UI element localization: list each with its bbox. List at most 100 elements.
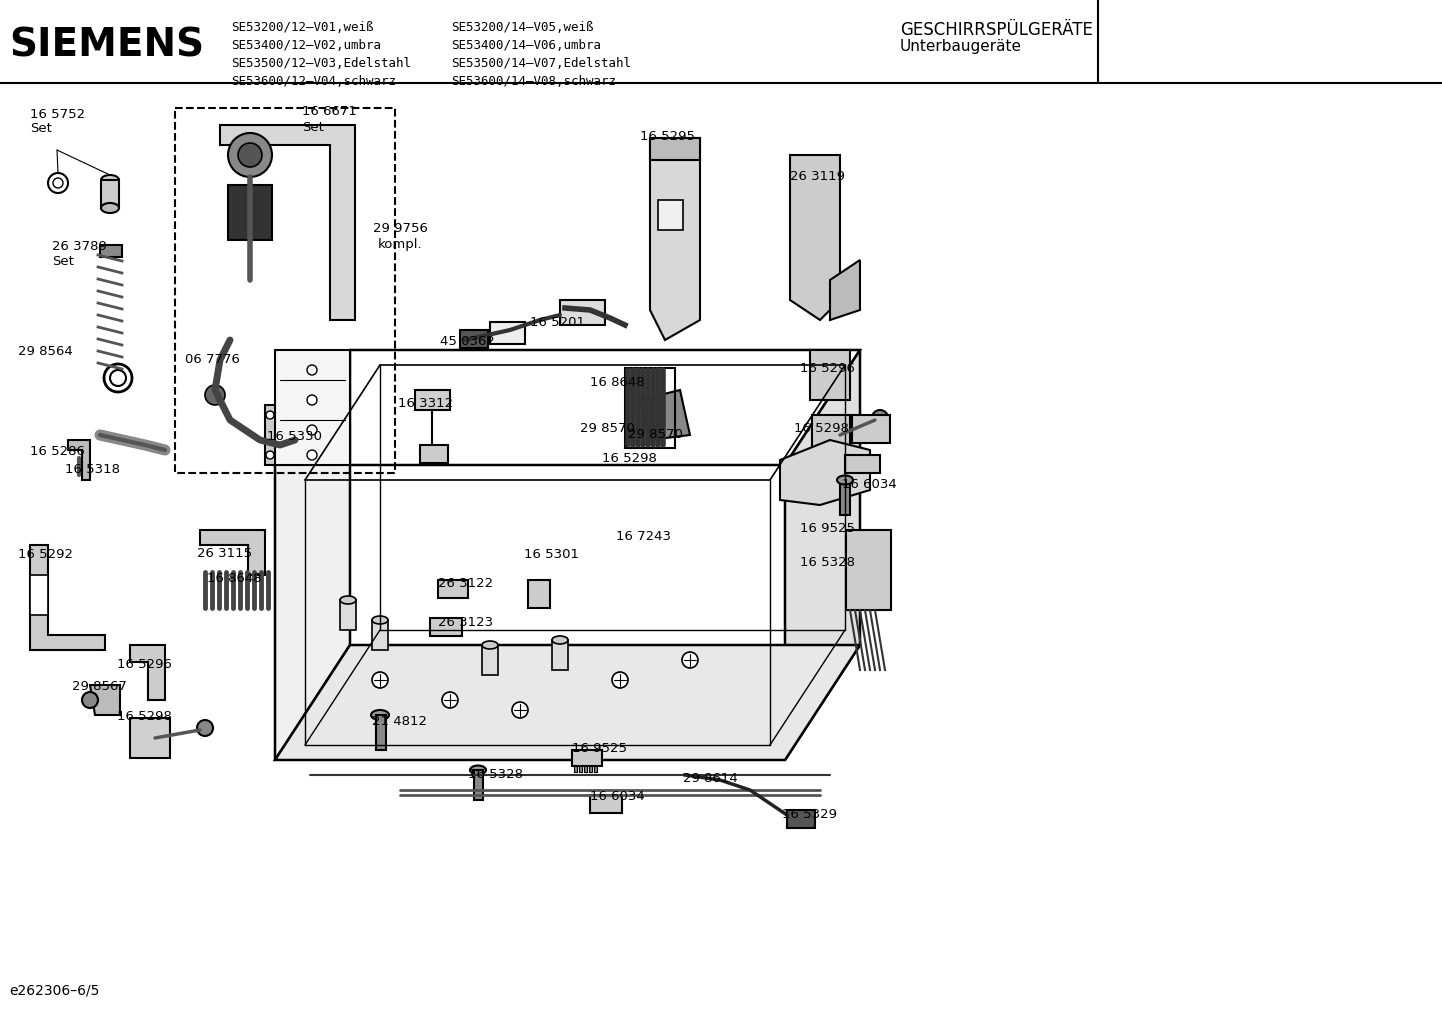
Ellipse shape (101, 203, 120, 213)
Text: 16 5292: 16 5292 (17, 548, 74, 561)
Bar (528, 580, 549, 608)
Text: 16 5328: 16 5328 (469, 768, 523, 781)
Text: SE53600/14–V08,schwarz: SE53600/14–V08,schwarz (451, 75, 616, 88)
Bar (658, 200, 684, 230)
Polygon shape (30, 545, 105, 650)
Circle shape (205, 385, 225, 405)
Text: 16 3312: 16 3312 (398, 397, 453, 410)
Text: kompl.: kompl. (378, 238, 423, 251)
Text: 29 8567: 29 8567 (72, 680, 127, 693)
Polygon shape (130, 645, 164, 700)
Bar (580, 766, 583, 772)
Text: 26 3789: 26 3789 (52, 240, 107, 253)
Bar (594, 766, 597, 772)
Text: 16 5298: 16 5298 (795, 422, 849, 435)
Bar (228, 185, 273, 240)
Text: 16 5318: 16 5318 (65, 463, 120, 476)
Text: 45 0362: 45 0362 (440, 335, 495, 348)
Bar (30, 575, 48, 615)
Bar (552, 640, 568, 671)
Circle shape (512, 702, 528, 718)
Polygon shape (810, 350, 849, 400)
Polygon shape (831, 260, 859, 320)
Circle shape (265, 451, 274, 459)
Ellipse shape (101, 175, 120, 185)
Bar (572, 750, 601, 766)
Text: 26 3119: 26 3119 (790, 170, 845, 183)
Bar (588, 766, 593, 772)
Bar (852, 415, 890, 443)
Text: 16 8648: 16 8648 (208, 572, 261, 585)
Circle shape (872, 410, 888, 426)
Circle shape (307, 365, 317, 375)
Circle shape (307, 450, 317, 460)
Ellipse shape (836, 476, 854, 484)
Circle shape (265, 411, 274, 419)
Bar (787, 810, 815, 828)
Ellipse shape (372, 616, 388, 624)
Text: 16 9525: 16 9525 (800, 522, 855, 535)
Circle shape (307, 395, 317, 405)
Polygon shape (275, 350, 350, 465)
Text: 29 8570: 29 8570 (629, 428, 684, 441)
Text: SIEMENS: SIEMENS (9, 26, 205, 64)
Text: 06 7776: 06 7776 (185, 353, 239, 366)
Polygon shape (640, 390, 691, 440)
Text: 16 5298: 16 5298 (601, 452, 658, 465)
Bar (482, 645, 497, 675)
Circle shape (53, 178, 63, 187)
Circle shape (82, 692, 98, 708)
Text: e262306–6/5: e262306–6/5 (9, 984, 99, 998)
Text: 16 5298: 16 5298 (117, 710, 172, 723)
Text: 16 5329: 16 5329 (782, 808, 836, 821)
Ellipse shape (552, 636, 568, 644)
Text: SE53600/12–V04,schwarz: SE53600/12–V04,schwarz (231, 75, 397, 88)
Text: 16 5328: 16 5328 (800, 556, 855, 569)
Circle shape (332, 411, 339, 419)
Text: GESCHIRRSPÜLGERÄTE: GESCHIRRSPÜLGERÄTE (900, 21, 1093, 39)
Circle shape (443, 692, 459, 708)
Bar (474, 770, 483, 800)
Ellipse shape (470, 765, 486, 774)
Polygon shape (780, 440, 870, 505)
Bar (420, 445, 448, 463)
Circle shape (372, 672, 388, 688)
Polygon shape (784, 350, 859, 760)
Bar (430, 618, 461, 636)
Text: 26 3123: 26 3123 (438, 616, 493, 629)
Text: 16 7243: 16 7243 (616, 530, 671, 543)
Text: SE53500/14–V07,Edelstahl: SE53500/14–V07,Edelstahl (451, 57, 632, 70)
Text: 16 5752: 16 5752 (30, 108, 85, 121)
Ellipse shape (482, 641, 497, 649)
Text: Set: Set (30, 122, 52, 135)
Text: SE53500/12–V03,Edelstahl: SE53500/12–V03,Edelstahl (231, 57, 411, 70)
Text: 16 5330: 16 5330 (267, 430, 322, 443)
Text: 29 8564: 29 8564 (17, 345, 72, 358)
Polygon shape (790, 155, 841, 320)
Bar (372, 620, 388, 650)
Polygon shape (650, 138, 699, 340)
Bar (265, 405, 345, 465)
Bar (841, 480, 849, 515)
Circle shape (228, 133, 273, 177)
Text: SE53400/14–V06,umbra: SE53400/14–V06,umbra (451, 39, 601, 52)
Text: Unterbaugeräte: Unterbaugeräte (900, 39, 1022, 54)
Circle shape (611, 672, 629, 688)
Ellipse shape (371, 710, 389, 720)
Text: 16 5201: 16 5201 (531, 316, 585, 329)
Bar (624, 368, 675, 448)
Text: SE53400/12–V02,umbra: SE53400/12–V02,umbra (231, 39, 381, 52)
Ellipse shape (340, 596, 356, 604)
Ellipse shape (310, 382, 319, 387)
Polygon shape (812, 415, 849, 455)
Text: 26 3115: 26 3115 (198, 547, 252, 560)
Text: 16 5296: 16 5296 (117, 658, 172, 671)
Text: 16 6034: 16 6034 (590, 790, 645, 803)
Polygon shape (130, 718, 170, 758)
Text: Set: Set (52, 255, 74, 268)
Polygon shape (221, 125, 355, 320)
Bar (590, 795, 622, 813)
Text: 16 6671: 16 6671 (301, 105, 356, 118)
Text: 29 8570: 29 8570 (580, 422, 634, 435)
Polygon shape (275, 350, 350, 760)
